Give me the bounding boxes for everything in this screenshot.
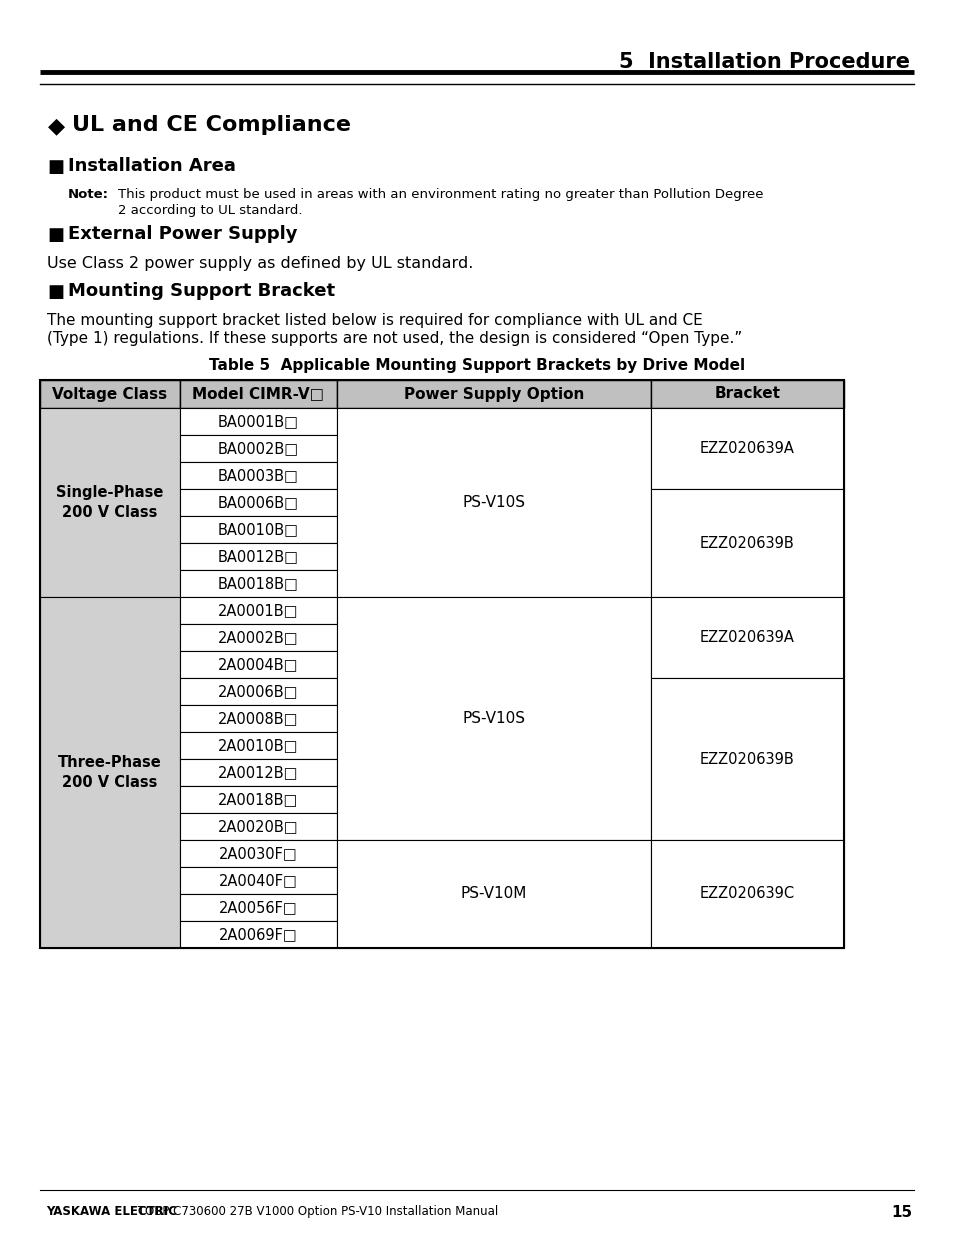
Text: TOBP C730600 27B V1000 Option PS-V10 Installation Manual: TOBP C730600 27B V1000 Option PS-V10 Ins… — [133, 1205, 497, 1218]
Bar — [180, 543, 336, 570]
Bar — [180, 921, 336, 949]
Text: 2A0018B□: 2A0018B□ — [218, 792, 298, 807]
Bar — [336, 596, 650, 839]
Text: BA0003B□: BA0003B□ — [218, 467, 298, 484]
Text: 15: 15 — [890, 1205, 911, 1220]
Text: 2A0012B□: 2A0012B□ — [218, 765, 298, 780]
Bar — [40, 379, 843, 949]
Bar — [650, 839, 843, 949]
Bar — [180, 463, 336, 489]
Bar — [336, 379, 650, 408]
Bar — [650, 408, 843, 489]
Bar — [180, 759, 336, 786]
Bar — [650, 596, 843, 678]
Text: Mounting Support Bracket: Mounting Support Bracket — [68, 281, 335, 300]
Bar — [650, 379, 843, 408]
Text: BA0002B□: BA0002B□ — [217, 441, 298, 456]
Bar — [180, 706, 336, 732]
Text: (Type 1) regulations. If these supports are not used, the design is considered “: (Type 1) regulations. If these supports … — [47, 331, 741, 346]
Bar — [336, 839, 650, 949]
Bar — [180, 651, 336, 678]
Text: ■: ■ — [47, 226, 64, 244]
Bar — [180, 624, 336, 651]
Text: Power Supply Option: Power Supply Option — [403, 387, 583, 402]
Bar — [180, 596, 336, 624]
Text: Single-Phase
200 V Class: Single-Phase 200 V Class — [56, 485, 164, 520]
Text: 2A0020B□: 2A0020B□ — [218, 818, 298, 835]
Text: BA0006B□: BA0006B□ — [218, 495, 298, 510]
Text: PS-V10M: PS-V10M — [460, 887, 527, 901]
Text: 2A0040F□: 2A0040F□ — [219, 873, 297, 888]
Text: External Power Supply: External Power Supply — [68, 224, 297, 243]
Text: Note:: Note: — [68, 188, 109, 201]
Text: YASKAWA ELECTRIC: YASKAWA ELECTRIC — [46, 1205, 177, 1218]
Bar — [180, 678, 336, 706]
Bar — [180, 379, 336, 408]
Text: Three-Phase
200 V Class: Three-Phase 200 V Class — [58, 755, 162, 790]
Text: 2A0069F□: 2A0069F□ — [219, 928, 297, 942]
Bar — [180, 408, 336, 435]
Bar — [40, 596, 180, 949]
Text: BA0001B□: BA0001B□ — [218, 414, 298, 429]
Bar — [336, 408, 650, 596]
Text: ■: ■ — [47, 283, 64, 301]
Text: The mounting support bracket listed below is required for compliance with UL and: The mounting support bracket listed belo… — [47, 312, 702, 329]
Text: 2A0056F□: 2A0056F□ — [219, 900, 297, 915]
Text: PS-V10S: PS-V10S — [462, 495, 525, 510]
Text: EZZ020639C: EZZ020639C — [700, 887, 794, 901]
Bar — [180, 894, 336, 921]
Text: 2A0010B□: 2A0010B□ — [218, 738, 298, 753]
Bar — [180, 570, 336, 596]
Bar — [40, 379, 180, 408]
Text: 2A0004B□: 2A0004B□ — [218, 657, 298, 672]
Bar — [40, 408, 180, 596]
Text: 5  Installation Procedure: 5 Installation Procedure — [618, 52, 909, 72]
Bar — [180, 813, 336, 839]
Text: ■: ■ — [47, 157, 64, 176]
Bar — [650, 489, 843, 596]
Text: PS-V10S: PS-V10S — [462, 711, 525, 725]
Text: BA0018B□: BA0018B□ — [218, 577, 298, 591]
Text: EZZ020639B: EZZ020639B — [700, 536, 794, 551]
Text: 2A0008B□: 2A0008B□ — [218, 711, 298, 725]
Text: Model CIMR-V□: Model CIMR-V□ — [193, 387, 324, 402]
Bar — [180, 435, 336, 463]
Bar — [180, 516, 336, 543]
Text: Bracket: Bracket — [714, 387, 780, 402]
Text: This product must be used in areas with an environment rating no greater than Po: This product must be used in areas with … — [118, 188, 762, 201]
Text: BA0012B□: BA0012B□ — [218, 549, 298, 564]
Bar — [180, 839, 336, 867]
Text: ◆: ◆ — [48, 117, 65, 136]
Bar — [180, 786, 336, 813]
Text: EZZ020639A: EZZ020639A — [700, 441, 794, 456]
Text: Voltage Class: Voltage Class — [52, 387, 168, 402]
Bar — [180, 732, 336, 759]
Text: 2A0006B□: 2A0006B□ — [218, 684, 298, 699]
Text: EZZ020639A: EZZ020639A — [700, 630, 794, 645]
Text: Use Class 2 power supply as defined by UL standard.: Use Class 2 power supply as defined by U… — [47, 255, 473, 272]
Text: Table 5  Applicable Mounting Support Brackets by Drive Model: Table 5 Applicable Mounting Support Brac… — [209, 358, 744, 373]
Bar — [650, 678, 843, 839]
Text: 2A0030F□: 2A0030F□ — [219, 846, 297, 861]
Text: 2A0001B□: 2A0001B□ — [218, 603, 298, 618]
Text: 2A0002B□: 2A0002B□ — [218, 630, 298, 645]
Text: BA0010B□: BA0010B□ — [218, 522, 298, 537]
Text: UL and CE Compliance: UL and CE Compliance — [71, 115, 351, 135]
Bar — [180, 867, 336, 894]
Text: EZZ020639B: EZZ020639B — [700, 751, 794, 766]
Text: Installation Area: Installation Area — [68, 157, 235, 175]
Bar — [180, 489, 336, 516]
Text: 2 according to UL standard.: 2 according to UL standard. — [118, 205, 302, 217]
